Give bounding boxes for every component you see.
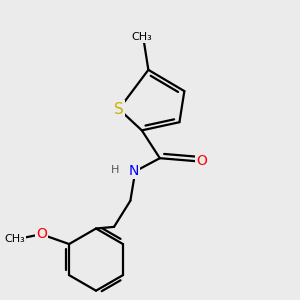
Text: O: O <box>196 154 207 169</box>
Text: CH₃: CH₃ <box>131 32 152 42</box>
Text: S: S <box>114 102 124 117</box>
Text: H: H <box>111 165 119 175</box>
Text: O: O <box>36 227 47 241</box>
Text: CH₃: CH₃ <box>5 234 26 244</box>
Text: N: N <box>128 164 139 178</box>
